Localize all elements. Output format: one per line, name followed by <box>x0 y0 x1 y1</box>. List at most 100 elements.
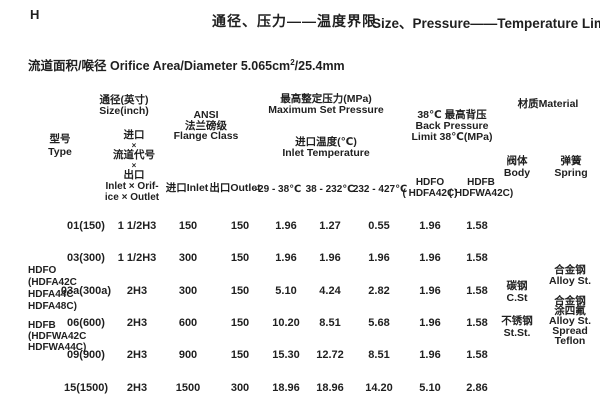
table-cell-size: 03(300) <box>67 252 105 264</box>
table-cell-hdfb: 1.58 <box>466 349 488 361</box>
page-corner-mark: H <box>30 7 40 22</box>
header-body: 阀体 Body <box>504 155 530 179</box>
header-flange-zh: 法兰磅级 <box>185 119 227 132</box>
header-size-path-en-line2: ice × Outlet <box>104 192 160 203</box>
table-cell-code: 2H3 <box>126 382 148 394</box>
header-body-en: Body <box>503 167 531 179</box>
table-cell-hdfb: 1.58 <box>466 220 488 232</box>
material-line: Teflon <box>554 335 586 347</box>
material-line: C.St <box>506 292 528 304</box>
type-group-line: (HDFA42C <box>28 277 77 288</box>
table-cell-hdfo: 1.96 <box>419 220 441 232</box>
type-group-line: HDFO <box>28 265 57 276</box>
table-cell-pressure1: 18.96 <box>272 382 300 394</box>
table-cell-pressure1: 10.20 <box>272 317 300 329</box>
type-group-line: (HDFWA42C <box>28 331 87 342</box>
header-max-set-pressure: 最高整定压力(MPa) Maximum Set Pressure <box>268 94 384 116</box>
header-flange-class: ANSI 法兰磅级 Flange Class <box>174 110 239 142</box>
table-cell-inlet: 600 <box>178 317 198 329</box>
table-cell-code: 2H3 <box>126 349 148 361</box>
table-cell-pressure3: 0.55 <box>368 220 390 232</box>
header-back-pressure-zh: 38℃ 最高背压 <box>417 109 487 121</box>
header-size-path-code: 流道代号 <box>113 149 155 161</box>
header-inlet-temperature: 进口温度(℃) Inlet Temperature <box>282 137 369 159</box>
material-line: Alloy St. <box>548 275 592 287</box>
header-size-path-en: Inlet × Orif- ice × Outlet <box>105 181 159 203</box>
table-cell-size: 09(900) <box>67 349 105 361</box>
header-hdfb-column: HDFB ( HDFWA42C) <box>449 177 513 199</box>
header-temp-range-1: -29 - 38℃ <box>254 184 302 195</box>
table-cell-outlet: 300 <box>230 382 250 394</box>
header-size-path-inlet: 进口 <box>123 129 145 141</box>
multiply-sign: × <box>131 141 137 150</box>
type-group-hdfo: HDFO (HDFA42C HDFA44C HDFA48C) <box>28 265 77 313</box>
table-cell-inlet: 900 <box>178 349 198 361</box>
table-cell-outlet: 150 <box>230 349 250 361</box>
type-group-line: HDFA48C) <box>28 301 77 312</box>
table-cell-hdfo: 1.96 <box>419 317 441 329</box>
material-body-carbon-steel: 碳钢 C.St <box>507 280 528 304</box>
orifice-value-pre: 5.065cm <box>240 59 291 73</box>
table-cell-hdfo: 5.10 <box>419 382 441 394</box>
material-line: Alloy St. <box>548 315 592 327</box>
header-size: 通径(英寸) Size(inch) <box>99 95 149 117</box>
table-cell-hdfo: 1.96 <box>419 285 441 297</box>
header-inlet: 进口Inlet <box>165 182 209 194</box>
table-cell-pressure2: 1.96 <box>319 252 341 264</box>
table-cell-size: 01(150) <box>67 220 105 232</box>
multiply-sign: × <box>131 161 137 170</box>
header-size-en: Size(inch) <box>99 105 149 117</box>
table-cell-size: 15(1500) <box>63 382 109 394</box>
table-cell-pressure2: 1.27 <box>319 220 341 232</box>
table-cell-outlet: 150 <box>230 252 250 264</box>
table-cell-pressure2: 8.51 <box>319 317 341 329</box>
type-group-line: HDFB <box>28 320 56 331</box>
page-title-en: Size、Pressure——Temperature Limits <box>372 16 600 31</box>
header-hdfo-name: HDFO <box>415 177 445 188</box>
table-cell-hdfb: 1.58 <box>466 252 488 264</box>
header-max-set-pressure-zh: 最高整定压力(MPa) <box>280 93 372 105</box>
page-title-zh: 通径、压力——温度界限 <box>212 13 377 29</box>
header-size-path-en-line1: Inlet × Orif- <box>105 181 159 192</box>
table-cell-pressure2: 18.96 <box>316 382 344 394</box>
orifice-subtitle: 流道面积/喉径 Orifice Area/Diameter 5.065cm2/2… <box>28 55 345 74</box>
header-flange-ansi: ANSI <box>193 109 219 121</box>
material-line: 涂四氟 <box>554 305 586 317</box>
table-cell-outlet: 150 <box>230 285 250 297</box>
table-cell-pressure1: 1.96 <box>275 220 297 232</box>
table-cell-code: 2H3 <box>126 285 148 297</box>
material-line: St.St. <box>503 327 531 339</box>
header-size-zh: 通径(英寸) <box>99 94 149 106</box>
table-cell-inlet: 300 <box>178 252 198 264</box>
table-cell-pressure1: 5.10 <box>275 285 297 297</box>
header-spring: 弹簧 Spring <box>554 155 587 179</box>
header-hdfo-column: HDFO ( HDFA42C) <box>402 177 458 199</box>
header-back-pressure: 38℃ 最高背压 Back Pressure Limit 38℃(MPa) <box>412 110 493 143</box>
material-line: 碳钢 <box>506 280 528 292</box>
table-cell-hdfo: 1.96 <box>419 349 441 361</box>
table-cell-outlet: 150 <box>230 317 250 329</box>
orifice-subtitle-zh: 流道面积/喉径 <box>28 59 107 73</box>
header-size-path-outlet: 出口 <box>123 169 145 181</box>
table-cell-pressure3: 1.96 <box>368 252 390 264</box>
type-group-line: HDFWA44C) <box>28 342 87 353</box>
header-outlet: 出口Outlet <box>209 182 261 194</box>
header-hdfo-model: ( HDFA42C) <box>402 187 458 199</box>
header-hdfb-name: HDFB <box>467 177 495 188</box>
table-cell-pressure3: 8.51 <box>368 349 390 361</box>
material-line: Spread <box>552 325 588 337</box>
header-flange-en: Flange Class <box>173 130 239 142</box>
table-cell-outlet: 150 <box>230 220 250 232</box>
table-cell-pressure3: 14.20 <box>365 382 393 394</box>
header-temp-range-2: 38 - 232℃ <box>305 184 355 195</box>
table-cell-code: 2H3 <box>126 317 148 329</box>
table-cell-pressure1: 1.96 <box>275 252 297 264</box>
table-cell-hdfb: 1.58 <box>466 285 488 297</box>
header-inlet-temperature-en: Inlet Temperature <box>282 147 370 159</box>
header-spring-zh: 弹簧 <box>560 155 582 167</box>
header-inlet-temperature-zh: 进口温度(℃) <box>295 136 357 148</box>
table-cell-inlet: 300 <box>178 285 198 297</box>
table-cell-hdfo: 1.96 <box>419 252 441 264</box>
header-type-zh: 型号 <box>49 133 71 145</box>
